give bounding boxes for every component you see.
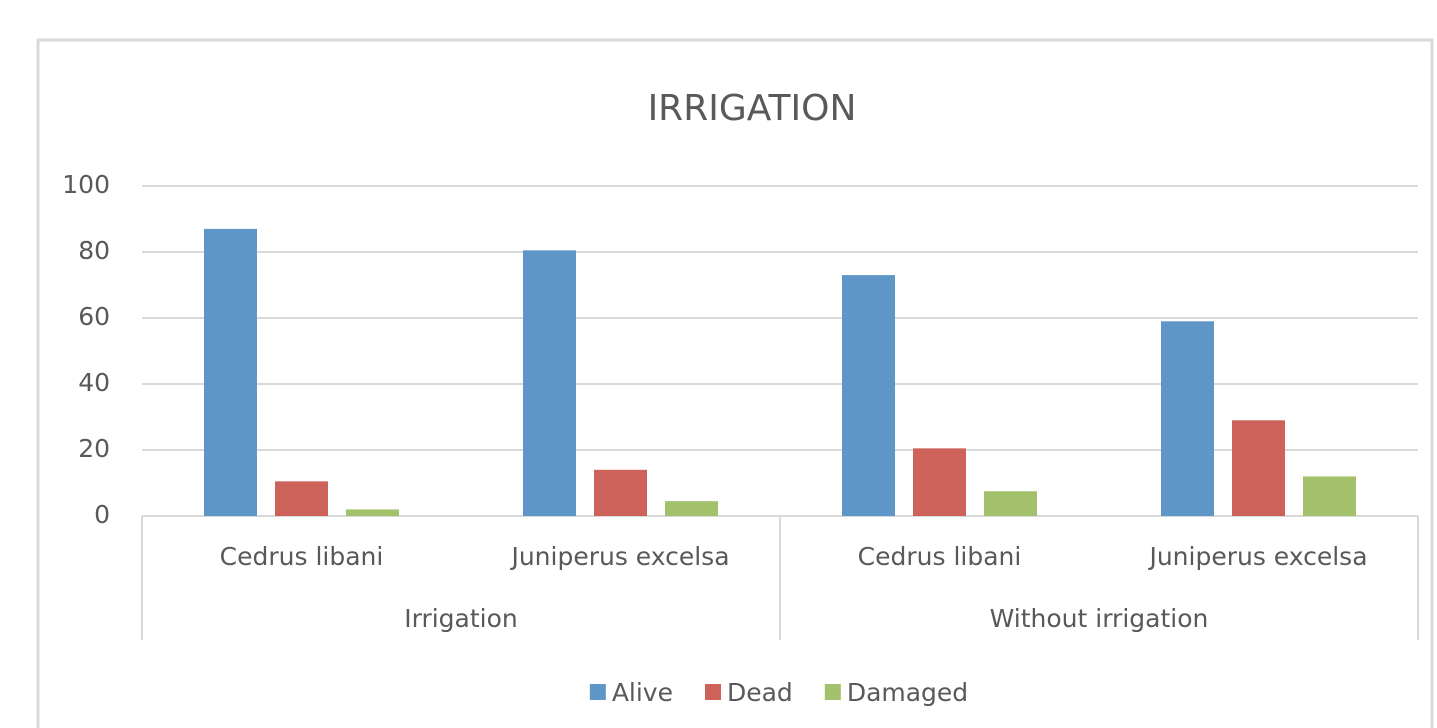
y-tick-label: 60 xyxy=(78,302,110,331)
bar xyxy=(913,448,966,516)
bar xyxy=(204,228,257,516)
bar xyxy=(523,250,576,516)
bar xyxy=(1303,476,1356,516)
y-tick-label: 20 xyxy=(78,434,110,463)
x-tick-label: Juniperus excelsa xyxy=(509,542,729,571)
y-tick-label: 40 xyxy=(78,368,110,397)
bar xyxy=(842,275,895,516)
y-tick-label: 80 xyxy=(78,236,110,265)
bar xyxy=(984,491,1037,516)
group-label: Without irrigation xyxy=(990,604,1209,633)
bar xyxy=(346,509,399,516)
bar xyxy=(1232,420,1285,516)
legend-label: Alive xyxy=(612,678,673,707)
legend-label: Dead xyxy=(727,678,793,707)
bar xyxy=(1161,321,1214,516)
y-tick-label: 100 xyxy=(62,170,110,199)
y-tick-label: 0 xyxy=(94,500,110,529)
legend-swatch xyxy=(824,684,841,700)
bar xyxy=(665,501,718,516)
bar xyxy=(275,481,328,516)
legend-swatch xyxy=(589,684,606,700)
x-tick-label: Cedrus libani xyxy=(220,542,384,571)
legend-label: Damaged xyxy=(847,678,968,707)
bar xyxy=(594,469,647,516)
chart-title: IRRIGATION xyxy=(648,88,857,129)
group-label: Irrigation xyxy=(404,604,518,633)
x-tick-label: Cedrus libani xyxy=(858,542,1022,571)
x-tick-label: Juniperus excelsa xyxy=(1147,542,1367,571)
legend-swatch xyxy=(704,684,721,700)
